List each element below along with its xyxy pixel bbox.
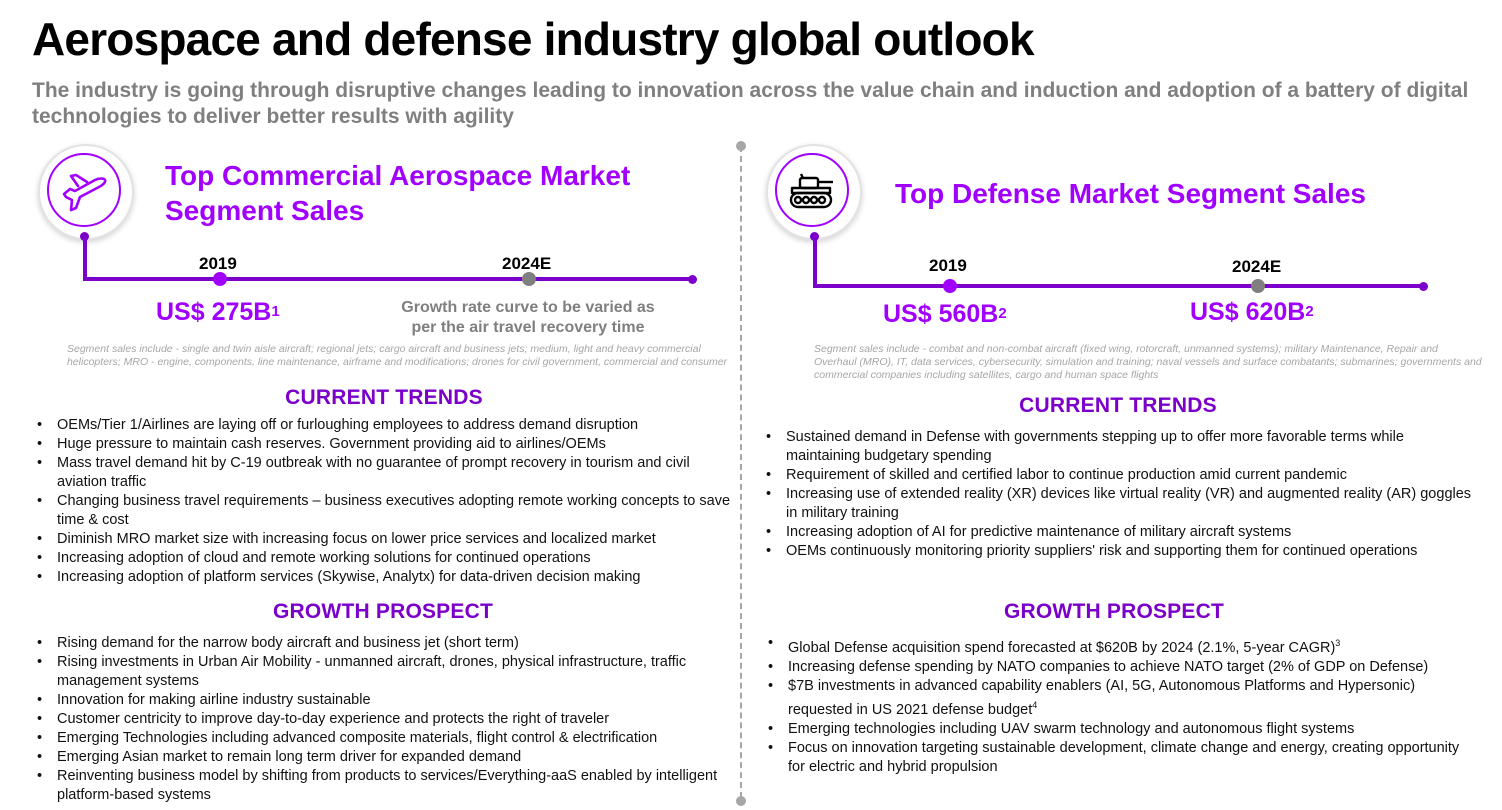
commercial-year-2024e: 2024E [502,254,552,273]
commercial-heading-line1: Top Commercial Aerospace Market [165,160,631,191]
defense-timeline-connector [813,236,817,287]
growth-item: Reinventing business model by shifting f… [32,767,732,805]
growth-item: Global Defense acquisition spend forecas… [763,634,1475,658]
defense-growth-list: Global Defense acquisition spend forecas… [763,634,1475,777]
defense-value-2024e: US$ 620B2 [1190,298,1314,326]
commercial-2024-marker [522,272,536,286]
defense-timeline [813,284,1425,288]
commercial-year-2019: 2019 [199,254,237,273]
growth-item: Emerging Asian market to remain long ter… [32,748,732,767]
defense-icon-badge [766,144,862,240]
commercial-heading-line2: Segment Sales [165,195,365,226]
commercial-growth-list: Rising demand for the narrow body aircra… [32,634,732,805]
divider-top-dot [736,141,746,151]
defense-year-2024e: 2024E [1232,257,1282,276]
commercial-icon-badge [38,144,134,240]
defense-value-2019: US$ 560B2 [883,300,1007,328]
defense-2019-marker [943,279,957,293]
commercial-timeline-connector [83,236,87,281]
commercial-2019-marker [213,272,227,286]
commercial-timeline-start [80,232,89,241]
growth-item: Emerging technologies including UAV swar… [763,720,1475,739]
trend-item: OEMs/Tier 1/Airlines are laying off or f… [32,416,732,435]
defense-trends-heading: CURRENT TRENDS [1019,394,1217,417]
trend-item: OEMs continuously monitoring priority su… [761,542,1473,561]
trend-item: Requirement of skilled and certified lab… [761,466,1473,485]
center-divider [740,146,742,798]
commercial-growth-heading: GROWTH PROSPECT [272,600,493,623]
trend-item: Increasing adoption of cloud and remote … [32,549,732,568]
trend-item: Mass travel demand hit by C-19 outbreak … [32,454,732,492]
growth-item: Emerging Technologies including advanced… [32,729,732,748]
page-subtitle: The industry is going through disruptive… [32,79,1469,128]
trend-item: Increasing adoption of AI for predictive… [761,523,1473,542]
growth-item: Customer centricity to improve day-to-da… [32,710,732,729]
airplane-icon [62,173,107,212]
commercial-trends-list: OEMs/Tier 1/Airlines are laying off or f… [32,416,732,587]
tank-icon [789,173,833,209]
commercial-value-2019: US$ 275B1 [156,298,280,326]
growth-item: Rising demand for the narrow body aircra… [32,634,732,653]
trend-item: Diminish MRO market size with increasing… [32,530,732,549]
page-title: Aerospace and defense industry global ou… [32,13,1035,65]
commercial-trends-heading: CURRENT TRENDS [285,386,483,409]
defense-2024-marker [1251,279,1265,293]
commercial-heading: Top Commercial Aerospace Market Segment … [165,158,630,228]
growth-item: $7B investments in advanced capability e… [763,677,1475,720]
trend-item: Changing business travel requirements – … [32,492,732,530]
growth-item: Increasing defense spending by NATO comp… [763,658,1475,677]
trend-item: Sustained demand in Defense with governm… [761,428,1473,466]
defense-timeline-start [810,232,819,241]
trend-item: Increasing use of extended reality (XR) … [761,485,1473,523]
defense-timeline-end [1419,282,1428,291]
commercial-2024-note: Growth rate curve to be varied as per the… [401,299,655,336]
commercial-timeline [83,277,693,281]
trend-item: Increasing adoption of platform services… [32,568,732,587]
trend-item: Huge pressure to maintain cash reserves.… [32,435,732,454]
commercial-timeline-end [688,275,697,284]
growth-item: Focus on innovation targeting sustainabl… [763,739,1475,777]
defense-year-2019: 2019 [929,256,967,275]
growth-item: Innovation for making airline industry s… [32,691,732,710]
defense-trends-list: Sustained demand in Defense with governm… [761,428,1473,561]
growth-item: Rising investments in Urban Air Mobility… [32,653,732,691]
divider-bottom-dot [736,796,746,806]
defense-growth-heading: GROWTH PROSPECT [1003,600,1224,623]
commercial-fine-print: Segment sales include - single and twin … [67,343,728,368]
defense-heading: Top Defense Market Segment Sales [895,178,1366,209]
defense-fine-print: Segment sales include - combat and non-c… [814,343,1482,381]
